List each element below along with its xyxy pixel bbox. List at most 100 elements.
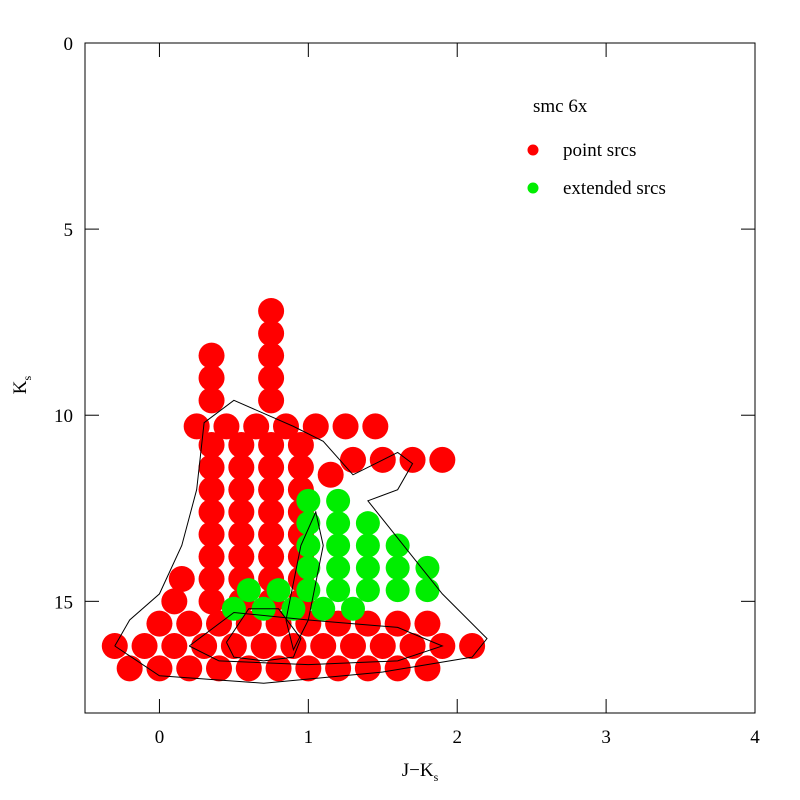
point	[228, 543, 255, 570]
point	[243, 413, 270, 440]
point	[116, 655, 143, 682]
point	[385, 533, 410, 558]
point	[296, 488, 321, 513]
point	[326, 555, 351, 580]
point	[146, 655, 173, 682]
point	[325, 655, 352, 682]
point	[399, 633, 426, 659]
y-tick-label: 5	[64, 220, 74, 241]
point	[415, 578, 440, 603]
point	[326, 511, 351, 536]
contour	[225, 608, 302, 662]
point	[273, 413, 299, 440]
point	[198, 342, 225, 369]
point	[176, 655, 203, 682]
y-axis-label-main: K	[10, 380, 31, 394]
point	[429, 446, 456, 473]
point	[198, 499, 225, 525]
point	[198, 454, 225, 481]
point	[326, 578, 351, 603]
point	[228, 432, 255, 458]
point	[258, 365, 285, 391]
series	[101, 298, 486, 682]
point	[236, 578, 261, 603]
x-tick-label: 3	[601, 727, 611, 748]
point	[296, 511, 321, 536]
point	[296, 555, 321, 580]
point	[317, 461, 344, 488]
point	[258, 476, 285, 503]
point	[341, 596, 365, 621]
point	[176, 610, 203, 637]
x-axis-label: J−Ks	[402, 760, 439, 784]
point	[266, 578, 291, 603]
point	[168, 566, 195, 592]
y-tick-label: 0	[64, 34, 74, 55]
point	[198, 521, 225, 548]
point	[198, 588, 225, 615]
point	[228, 499, 255, 525]
point	[198, 365, 225, 391]
x-tick-label: 0	[155, 727, 165, 748]
legend-label: point srcs	[563, 140, 636, 161]
point	[385, 555, 410, 580]
legend-marker	[527, 144, 539, 156]
point	[399, 446, 426, 473]
point	[183, 413, 210, 440]
contour	[114, 399, 488, 684]
point	[258, 298, 285, 324]
point	[355, 555, 380, 580]
point	[258, 320, 285, 347]
point	[362, 413, 389, 440]
point	[296, 578, 321, 603]
point	[258, 499, 285, 525]
point	[415, 555, 440, 580]
point	[287, 454, 314, 481]
point	[198, 476, 225, 503]
point	[198, 432, 225, 458]
series	[221, 488, 440, 621]
point	[161, 588, 188, 615]
point	[213, 413, 240, 440]
point	[258, 387, 285, 414]
point	[228, 454, 255, 481]
point	[332, 413, 359, 440]
point	[131, 633, 158, 659]
x-axis-label-sub: s	[434, 770, 439, 784]
point	[198, 387, 225, 414]
point	[354, 655, 381, 682]
plot-area	[101, 298, 488, 684]
point	[250, 633, 277, 659]
point	[384, 655, 411, 682]
point	[287, 432, 314, 458]
point	[161, 633, 188, 659]
point	[280, 633, 307, 659]
x-tick-label: 1	[304, 727, 314, 748]
point	[355, 533, 380, 558]
point	[228, 521, 255, 548]
point	[384, 610, 411, 637]
contour	[285, 510, 324, 652]
legend-marker	[527, 182, 539, 194]
x-tick-label: 4	[750, 727, 760, 748]
point	[414, 655, 441, 682]
point	[296, 533, 321, 558]
y-axis-label-sub: s	[20, 375, 34, 380]
point	[355, 578, 380, 603]
y-tick-label: 10	[54, 406, 73, 427]
x-axis-label-main: J−K	[402, 760, 434, 781]
point	[340, 446, 366, 473]
point	[326, 488, 351, 513]
point	[220, 633, 247, 659]
point	[311, 596, 336, 621]
point	[191, 633, 218, 659]
legend-label: extended srcs	[563, 178, 666, 199]
point	[302, 413, 329, 440]
point	[369, 633, 396, 659]
point	[414, 610, 441, 637]
y-axis-label: Ks	[10, 375, 34, 394]
point	[206, 655, 232, 682]
point	[258, 521, 285, 548]
